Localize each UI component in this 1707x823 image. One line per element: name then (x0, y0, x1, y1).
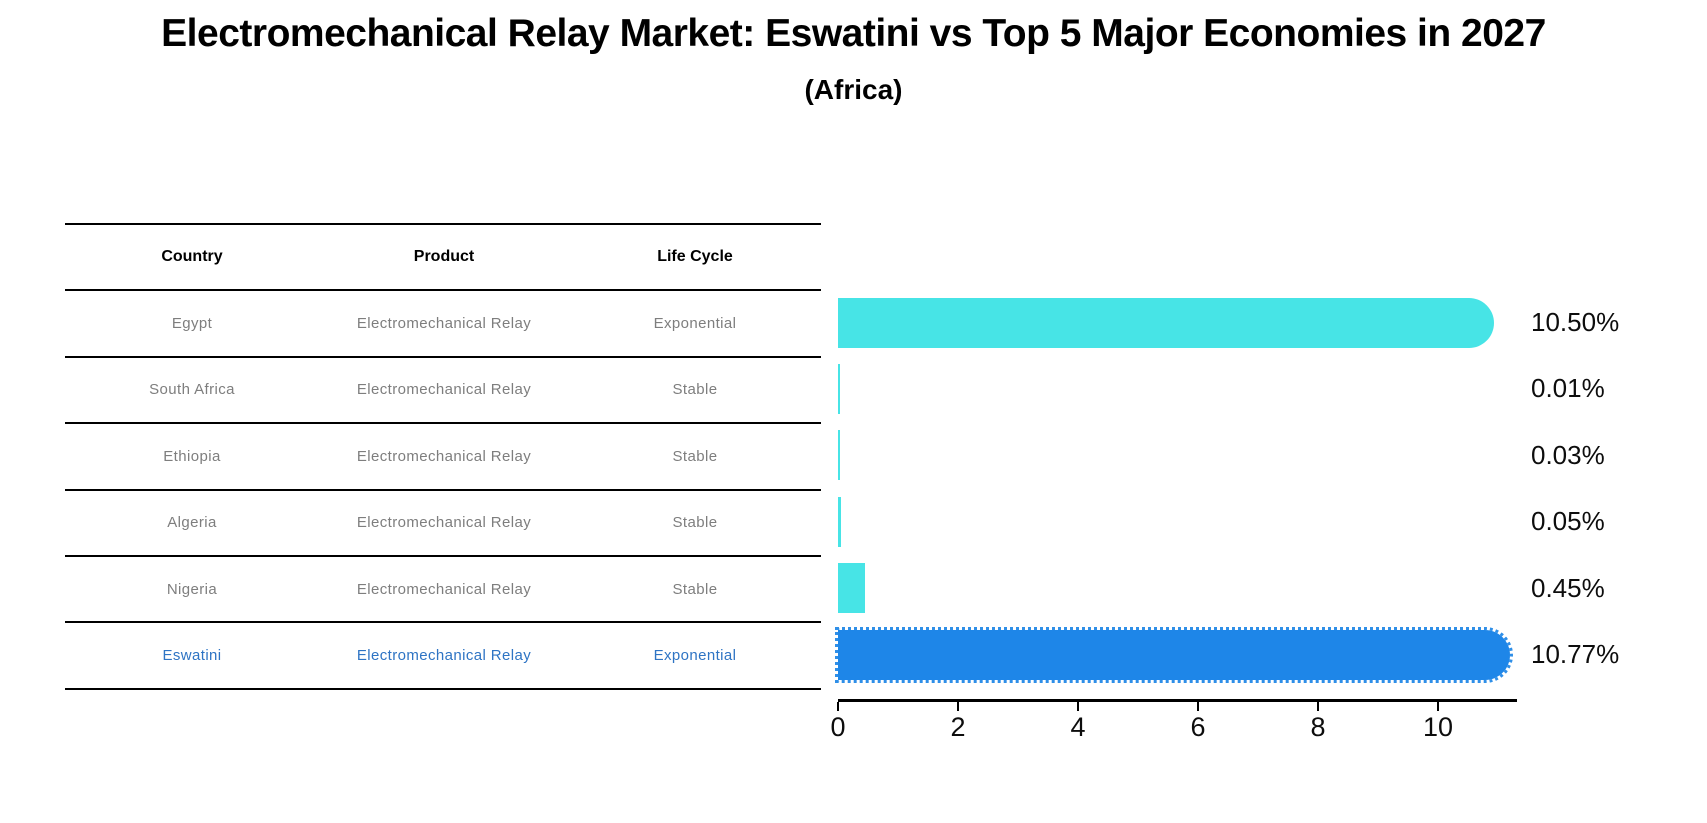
table-row: Nigeria Electromechanical Relay Stable (65, 557, 821, 624)
bar-row (838, 555, 1538, 621)
bar-value-label: 10.50% (1531, 307, 1620, 338)
cell-lifecycle: Exponential (653, 315, 737, 333)
cell-product: Electromechanical Relay (356, 381, 532, 399)
cell-product: Electromechanical Relay (356, 315, 532, 333)
page-subtitle: (Africa) (804, 74, 903, 105)
x-axis-tick-label: 8 (1310, 712, 1326, 742)
cell-country: Eswatini (162, 647, 222, 665)
bar-row (838, 422, 1538, 488)
cell-country: Nigeria (166, 580, 218, 598)
bar-ethiopia (838, 430, 840, 481)
page-title: Electromechanical Relay Market: Eswatini… (161, 12, 1546, 55)
header-cell-lifecycle: Life Cycle (657, 248, 733, 266)
cell-lifecycle: Stable (672, 580, 718, 598)
x-axis-tick-label: 0 (830, 712, 846, 742)
x-axis: 0 2 4 6 8 10 (830, 699, 1517, 759)
table-body: Egypt Electromechanical Relay Exponentia… (65, 291, 821, 690)
cell-lifecycle: Stable (672, 514, 718, 532)
cell-country: Ethiopia (163, 447, 221, 465)
header-cell-country: Country (161, 248, 223, 266)
header-cell-product: Product (413, 248, 475, 266)
table-row: Ethiopia Electromechanical Relay Stable (65, 424, 821, 491)
bar-value-label: 0.05% (1531, 506, 1605, 537)
cell-country: Algeria (167, 514, 217, 532)
x-axis-tick (1197, 701, 1199, 711)
bar-nigeria (838, 563, 865, 614)
bar-chart (834, 289, 1538, 687)
x-axis-tick (1317, 701, 1319, 711)
x-axis-tick-label: 4 (1070, 712, 1086, 742)
bar-row (838, 489, 1538, 555)
x-axis-tick (1437, 701, 1439, 711)
bar-row (838, 356, 1538, 422)
bar-row (834, 621, 1538, 687)
table-row: Algeria Electromechanical Relay Stable (65, 491, 821, 557)
bar-value-label: 10.77% (1531, 639, 1620, 670)
x-axis-tick (957, 701, 959, 711)
bar-eswatini (834, 626, 1514, 683)
bar-south-africa (838, 363, 840, 414)
table-row: Eswatini Electromechanical Relay Exponen… (65, 623, 821, 690)
cell-product: Electromechanical Relay (356, 647, 532, 665)
x-axis-tick (1077, 701, 1079, 711)
x-axis-tick-label: 6 (1190, 712, 1206, 742)
cell-country: Egypt (171, 315, 213, 333)
x-axis-tick-label: 10 (1422, 712, 1454, 742)
bar-value-label: 0.45% (1531, 572, 1605, 603)
cell-lifecycle: Stable (672, 381, 718, 399)
table-row: Egypt Electromechanical Relay Exponentia… (65, 291, 821, 358)
bar-egypt (838, 297, 1494, 348)
cell-country: South Africa (149, 381, 235, 399)
data-table: Country Product Life Cycle Egypt Electro… (65, 223, 821, 690)
cell-product: Electromechanical Relay (356, 514, 532, 532)
x-axis-tick (837, 701, 839, 711)
cell-product: Electromechanical Relay (356, 447, 532, 465)
bar-row (838, 289, 1538, 355)
bar-algeria (838, 496, 841, 547)
table-header-row: Country Product Life Cycle (65, 225, 821, 292)
bar-value-label: 0.03% (1531, 439, 1605, 470)
cell-lifecycle: Exponential (653, 647, 737, 665)
cell-product: Electromechanical Relay (356, 580, 532, 598)
x-axis-spine (838, 699, 1517, 702)
x-axis-tick-label: 2 (950, 712, 966, 742)
cell-lifecycle: Stable (672, 447, 718, 465)
bar-value-label: 0.01% (1531, 373, 1605, 404)
bar-value-labels: 10.50% 0.01% 0.03% 0.05% 0.45% 10.77% (1531, 289, 1701, 687)
table-row: South Africa Electromechanical Relay Sta… (65, 358, 821, 425)
